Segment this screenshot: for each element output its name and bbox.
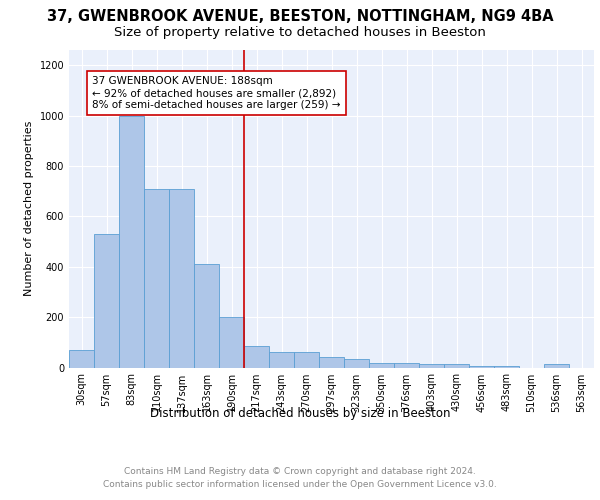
Bar (494, 366, 519, 368)
Bar (544, 364, 569, 368)
Bar (369, 363, 394, 368)
Text: Distribution of detached houses by size in Beeston: Distribution of detached houses by size … (150, 408, 450, 420)
Bar (444, 364, 469, 368)
Text: Contains HM Land Registry data © Crown copyright and database right 2024.
Contai: Contains HM Land Registry data © Crown c… (103, 468, 497, 489)
Text: Size of property relative to detached houses in Beeston: Size of property relative to detached ho… (114, 26, 486, 39)
Bar (119, 116, 144, 368)
Bar (244, 346, 269, 368)
Bar (469, 366, 494, 368)
Bar (394, 363, 419, 368)
Bar (344, 360, 369, 368)
Bar (294, 352, 319, 368)
Bar (219, 317, 244, 368)
Text: 37, GWENBROOK AVENUE, BEESTON, NOTTINGHAM, NG9 4BA: 37, GWENBROOK AVENUE, BEESTON, NOTTINGHA… (47, 9, 553, 24)
Bar (319, 357, 344, 368)
Text: 37 GWENBROOK AVENUE: 188sqm
← 92% of detached houses are smaller (2,892)
8% of s: 37 GWENBROOK AVENUE: 188sqm ← 92% of det… (92, 76, 341, 110)
Bar (419, 364, 444, 368)
Bar (269, 352, 294, 368)
Bar (169, 188, 194, 368)
Bar (69, 350, 94, 368)
Bar (194, 264, 219, 368)
Y-axis label: Number of detached properties: Number of detached properties (24, 121, 34, 296)
Bar (94, 234, 119, 368)
Bar (144, 188, 169, 368)
